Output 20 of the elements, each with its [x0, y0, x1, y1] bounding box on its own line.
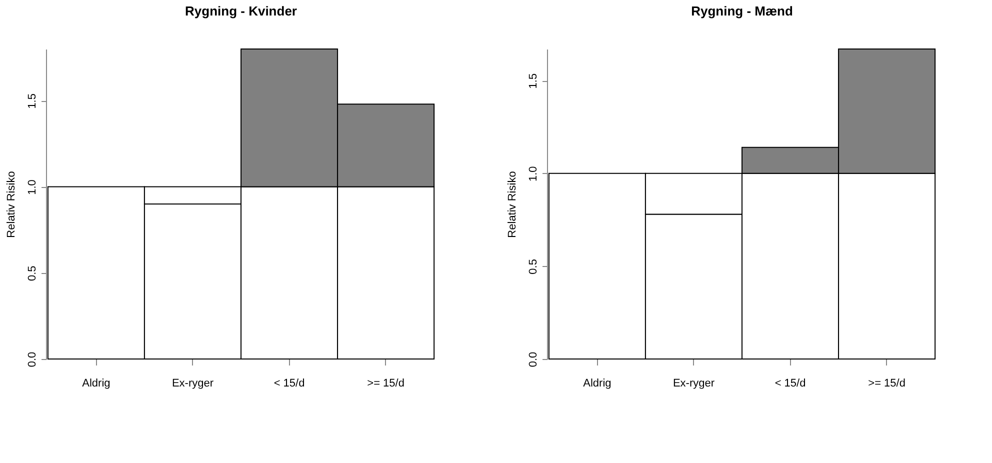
x-tick-label: Aldrig — [82, 378, 110, 390]
y-tick-label: 1.0 — [528, 166, 540, 182]
y-axis-title: Relativ Risiko — [6, 171, 18, 238]
x-tick-label: >= 15/d — [367, 378, 404, 390]
y-tick-label: 0.5 — [528, 259, 540, 274]
y-tick-label: 0.0 — [528, 352, 540, 368]
chart-title: Rygning - Kvinder — [185, 4, 297, 18]
x-tick-label: Ex-ryger — [172, 378, 214, 390]
chart-title: Rygning - Mænd — [691, 4, 793, 18]
x-tick-label: < 15/d — [274, 378, 305, 390]
x-tick-label: < 15/d — [774, 378, 806, 390]
y-tick-label: 0.5 — [26, 266, 38, 282]
y-axis-title: Relativ Risiko — [506, 171, 518, 238]
y-tick-label: 0.0 — [26, 352, 38, 368]
y-tick-label: 1.5 — [26, 94, 38, 109]
x-tick-label: Ex-ryger — [672, 378, 715, 390]
x-tick-label: Aldrig — [583, 378, 612, 390]
y-tick-label: 1.0 — [26, 180, 38, 195]
x-tick-label: >= 15/d — [868, 378, 906, 390]
y-tick-label: 1.5 — [528, 73, 540, 89]
